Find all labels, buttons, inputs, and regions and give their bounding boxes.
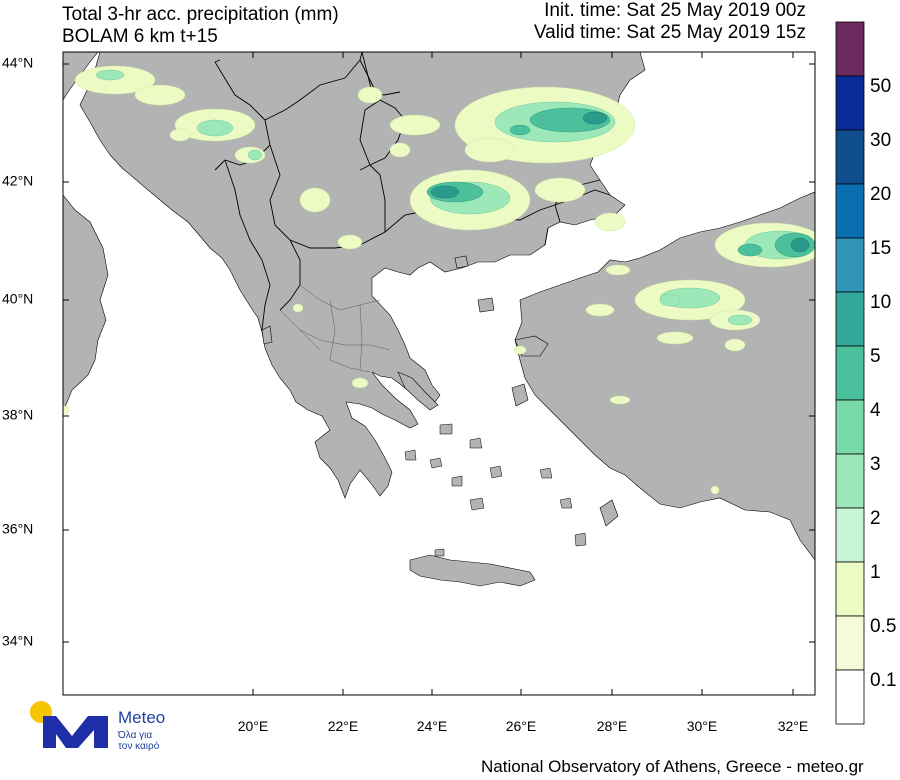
- lat-label-38: 38°N: [2, 407, 33, 423]
- lon-label-28: 28°E: [597, 718, 628, 734]
- legend-label-2: 2: [870, 508, 881, 529]
- legend-swatch-30: [835, 129, 865, 185]
- legend-swatch-above-50: [835, 21, 865, 77]
- land-rhodes: [599, 499, 619, 527]
- legend-swatch-0-5: [835, 615, 865, 671]
- legend-swatch-20: [835, 183, 865, 239]
- land-lemnos: [477, 297, 495, 313]
- valid-time: Valid time: Sat 25 May 2019 15z: [533, 22, 806, 43]
- legend-swatch-4: [835, 399, 865, 455]
- lon-label-26: 26°E: [506, 718, 537, 734]
- meteo-logo-icon: [30, 701, 108, 748]
- legend-label-30: 30: [870, 130, 891, 151]
- legend-label-4: 4: [870, 400, 881, 421]
- land-chios: [511, 383, 529, 407]
- land-euboea: [397, 371, 439, 411]
- model-subtitle: BOLAM 6 km t+15: [62, 26, 218, 47]
- legend-label-0-1: 0.1: [870, 670, 896, 691]
- init-time: Init. time: Sat 25 May 2019 00z: [544, 0, 806, 21]
- lon-label-22: 22°E: [328, 718, 359, 734]
- lon-label-24: 24°E: [417, 718, 448, 734]
- lon-label-32: 32°E: [778, 718, 809, 734]
- footer-credit: National Observatory of Athens, Greece -…: [481, 757, 864, 776]
- legend-label-3: 3: [870, 454, 881, 475]
- legend-swatch-10: [835, 291, 865, 347]
- land-cyclades: [404, 423, 587, 557]
- land-corfu: [261, 325, 273, 345]
- legend-label-50: 50: [870, 76, 891, 97]
- legend-label-10: 10: [870, 292, 891, 313]
- legend-swatch-15: [835, 237, 865, 293]
- legend-swatch-2: [835, 507, 865, 563]
- logo-tagline-2: τον καιρό: [118, 741, 160, 752]
- land-crete: [409, 554, 536, 587]
- lat-label-40: 40°N: [2, 291, 33, 307]
- lon-label-20: 20°E: [238, 718, 269, 734]
- land-thasos: [454, 255, 469, 269]
- legend-label-5: 5: [870, 346, 881, 367]
- legend-colorbar: [835, 21, 865, 725]
- legend-label-0-5: 0.5: [870, 616, 896, 637]
- longitude-axis: [252, 52, 794, 695]
- map-frame: [62, 51, 816, 696]
- latitude-axis: [63, 63, 815, 643]
- legend-swatch-50: [835, 75, 865, 131]
- lat-label-36: 36°N: [2, 521, 33, 537]
- legend-swatch-1: [835, 561, 865, 617]
- lon-label-30: 30°E: [687, 718, 718, 734]
- map-title: Total 3-hr acc. precipitation (mm): [62, 4, 339, 25]
- region-borders: [279, 284, 391, 373]
- lat-label-44: 44°N: [2, 55, 33, 71]
- lat-label-34: 34°N: [2, 633, 33, 649]
- precip-very-heavy: [430, 111, 810, 253]
- land-anatolia: [514, 191, 815, 561]
- legend-label-20: 20: [870, 184, 891, 205]
- legend-label-15: 15: [870, 238, 891, 259]
- lat-label-42: 42°N: [2, 173, 33, 189]
- legend-swatch-0-1: [835, 669, 865, 725]
- legend-swatch-5: [835, 345, 865, 401]
- legend-label-1: 1: [870, 562, 881, 583]
- legend-swatch-3: [835, 453, 865, 509]
- logo-tagline-1: Όλα για: [118, 730, 153, 741]
- logo-name: Meteo: [118, 708, 166, 727]
